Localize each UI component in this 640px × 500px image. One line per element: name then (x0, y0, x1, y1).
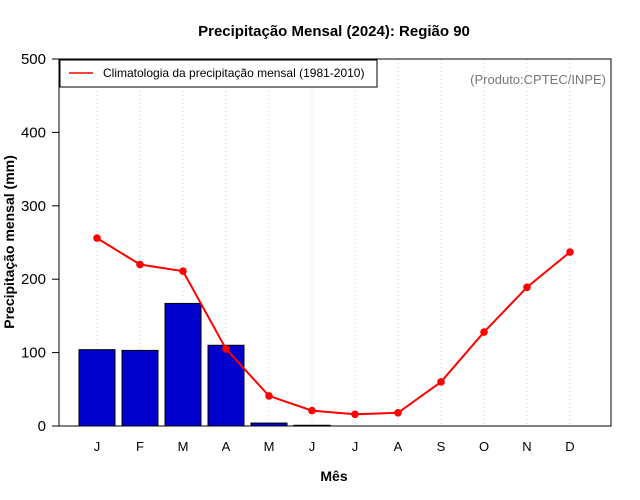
y-tick-label: 500 (21, 51, 46, 68)
y-tick-label: 200 (21, 271, 46, 288)
x-tick-label: A (222, 439, 231, 454)
bar (164, 302, 202, 427)
x-tick-label: S (437, 439, 446, 454)
climatology-line (96, 237, 571, 416)
y-tick-label: 400 (21, 124, 46, 141)
y-axis-label: Precipitação mensal (mm) (1, 155, 17, 329)
legend-box (59, 59, 378, 88)
bar (78, 349, 116, 427)
climatology-point (179, 267, 187, 275)
credit-text: (Produto:CPTEC/INPE) (470, 72, 606, 87)
x-tick-label: M (264, 439, 275, 454)
legend: Climatologia da precipitação mensal (198… (59, 59, 378, 88)
bar (121, 349, 159, 427)
x-tick-label: F (136, 439, 144, 454)
climatology-point (523, 283, 531, 292)
x-tick-label: D (565, 439, 574, 454)
y-tick-label: 0 (38, 418, 46, 435)
x-axis-label: Mês (320, 468, 347, 484)
bar (207, 344, 245, 427)
x-tick-label: M (178, 439, 189, 454)
climatology-point (308, 406, 316, 415)
climatology-point (265, 392, 273, 400)
chart-title: Precipitação Mensal (2024): Região 90 (198, 23, 470, 40)
x-tick-label: A (394, 439, 403, 454)
bar-series (78, 302, 331, 427)
climatology-point (136, 260, 144, 269)
climatology-point (351, 410, 359, 419)
climatology-point (394, 408, 402, 417)
legend-label: Climatologia da precipitação mensal (198… (103, 66, 364, 80)
y-tick-label: 100 (21, 345, 46, 362)
climatology-point (480, 328, 488, 336)
x-tick-label: N (522, 439, 531, 454)
y-tick-label: 300 (21, 198, 46, 215)
y-axis: 0 100 200 300 400 500 (21, 51, 60, 435)
climatology-point (93, 234, 101, 242)
climatology-point (222, 345, 230, 353)
climatology-line-series (93, 234, 574, 419)
x-tick-label: J (352, 439, 359, 454)
climatology-point (566, 248, 574, 256)
climatology-point (437, 378, 445, 386)
x-tick-label: J (309, 439, 316, 454)
x-tick-label: O (479, 439, 489, 454)
x-tick-label: J (94, 439, 101, 454)
